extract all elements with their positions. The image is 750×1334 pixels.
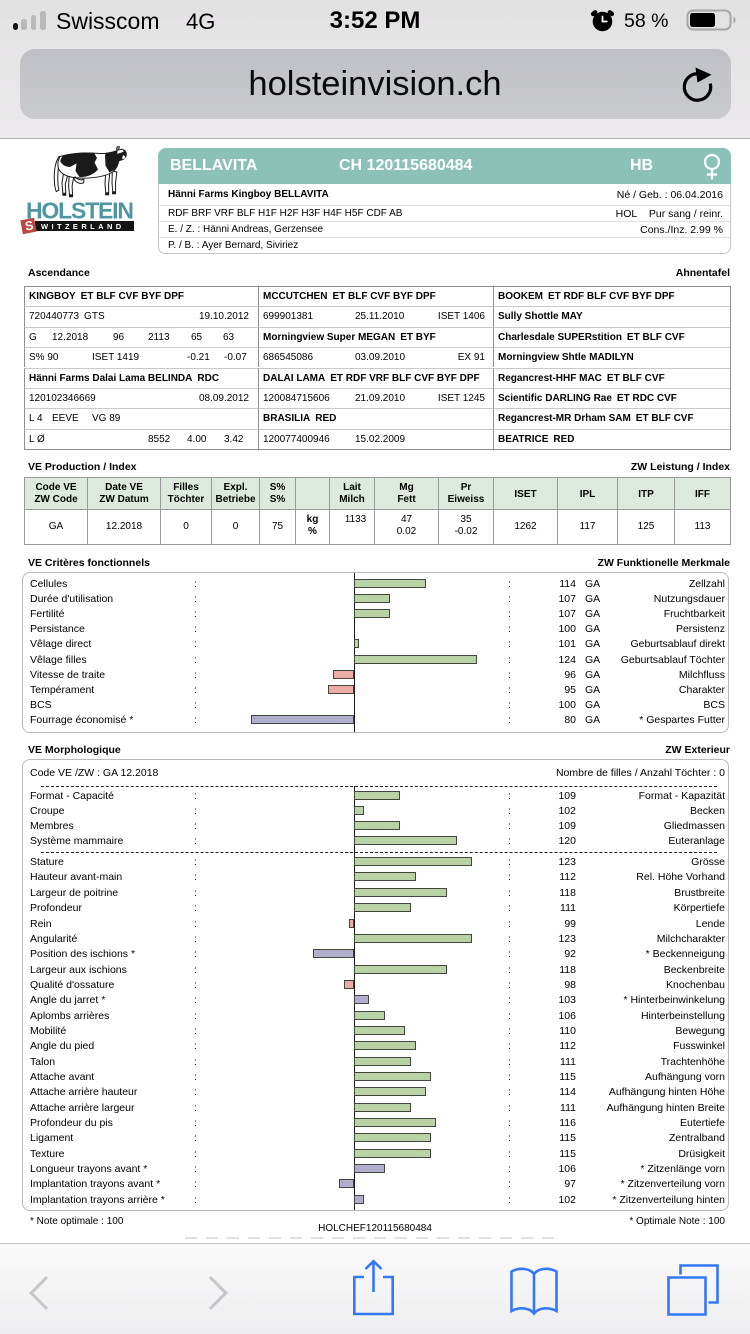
svg-text:WITZERLAND: WITZERLAND <box>41 222 125 231</box>
svg-text:S: S <box>24 218 35 233</box>
svg-text:HOLSTEIN: HOLSTEIN <box>26 198 134 224</box>
